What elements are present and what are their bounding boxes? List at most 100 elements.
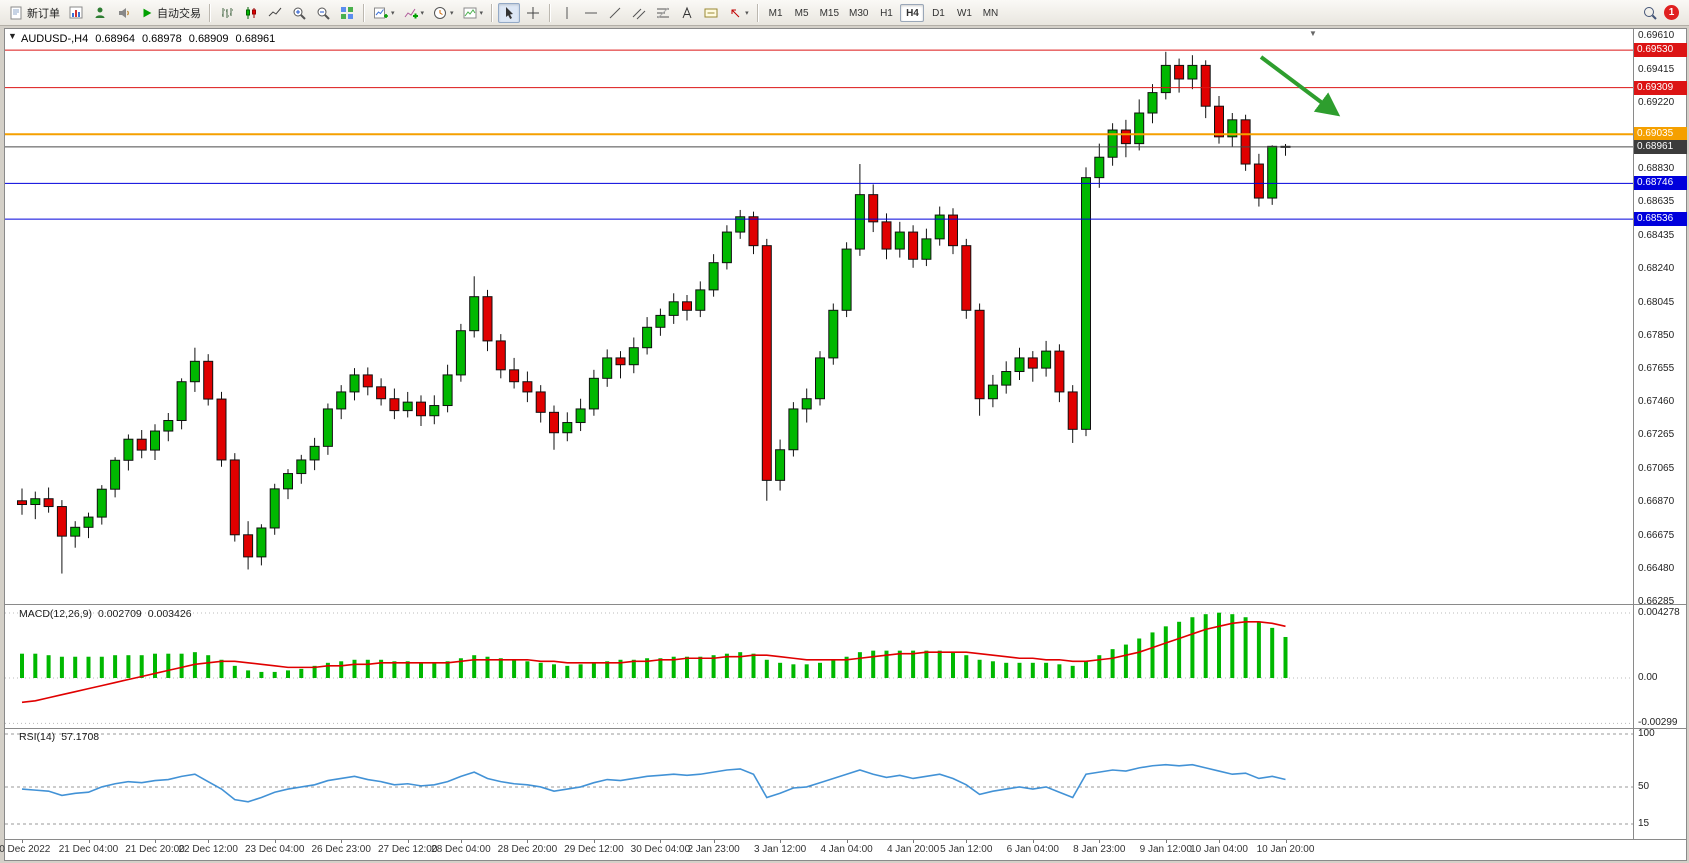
candle-up — [1094, 156, 1105, 179]
macd-histogram-bar — [791, 664, 796, 678]
line-chart-icon — [268, 7, 282, 16]
candlestick-chart-button[interactable] — [240, 3, 262, 23]
candle-up — [1187, 64, 1198, 80]
notification-badge[interactable]: 1 — [1664, 5, 1679, 20]
line-chart-button[interactable] — [264, 3, 286, 23]
rsi-pane[interactable] — [5, 729, 1633, 839]
price-axis[interactable]: 0.696100.694150.692200.690250.688300.686… — [1634, 29, 1687, 839]
candle-up — [575, 408, 586, 424]
timeframe-button-h1[interactable]: H1 — [874, 4, 898, 22]
fibonacci-tool-button[interactable] — [652, 3, 674, 23]
time-axis-tick — [341, 840, 343, 843]
pane-separator-rsi[interactable] — [5, 728, 1686, 729]
arrow-annotation[interactable] — [1259, 55, 1341, 117]
macd-histogram-bar — [924, 650, 929, 678]
new-order-button[interactable]: 新订单 — [5, 3, 63, 23]
candle-up — [163, 419, 174, 432]
bar-chart-button[interactable] — [216, 3, 238, 23]
ohlc-high: 0.68978 — [142, 33, 182, 45]
bar-chart-icon — [222, 7, 233, 18]
text-tool-button[interactable] — [676, 3, 698, 23]
one-click-trading-toggle[interactable]: ▼ — [8, 31, 17, 41]
candle-up — [987, 384, 998, 400]
profiles-icon — [95, 7, 105, 18]
crosshair-tool-button[interactable] — [522, 3, 544, 23]
horizontal-line-tool-button[interactable] — [580, 3, 602, 23]
candle-down — [416, 401, 426, 417]
timeframe-button-w1[interactable]: W1 — [952, 4, 976, 22]
macd-histogram-bar — [179, 653, 184, 678]
chart-window-button[interactable] — [65, 3, 87, 23]
candle-down — [1120, 129, 1131, 145]
candle-down — [761, 245, 772, 481]
time-axis-tick — [1285, 840, 1287, 843]
zoom-in-button[interactable] — [288, 3, 310, 23]
label-tool-button[interactable] — [700, 3, 722, 23]
macd-histogram-bar — [778, 662, 783, 678]
search-button[interactable] — [1639, 3, 1661, 23]
time-axis-label: 22 Dec 12:00 — [178, 844, 238, 855]
price-axis-label: 0.66675 — [1638, 529, 1675, 541]
zoom-out-button[interactable] — [312, 3, 334, 23]
macd-histogram-bar — [818, 662, 822, 678]
timeframe-button-m15[interactable]: M15 — [816, 4, 843, 22]
time-axis-label: 30 Dec 04:00 — [630, 844, 691, 855]
price-tag: 0.68961 — [1634, 139, 1687, 154]
vertical-line-tool-button[interactable] — [556, 3, 578, 23]
price-axis-label: 0.67850 — [1638, 329, 1675, 341]
indicators-button[interactable]: ▾ — [400, 3, 428, 23]
timeframe-button-m30[interactable]: M30 — [845, 4, 872, 22]
main-chart-pane[interactable] — [5, 29, 1633, 604]
ohlc-info: AUDUSD-,H4 0.68964 0.68978 0.68909 0.68961 — [21, 33, 282, 45]
rsi-value: 57.1708 — [61, 731, 100, 743]
rsi-line — [21, 763, 1286, 803]
tile-windows-button[interactable] — [336, 3, 358, 23]
candle-up — [1147, 92, 1158, 114]
candle-down — [549, 411, 559, 434]
new-chart-button[interactable]: ▾ — [370, 3, 398, 23]
toolbar-separator — [491, 3, 494, 22]
cursor-tool-button[interactable] — [498, 2, 521, 23]
time-axis-label: 26 Dec 23:00 — [311, 844, 371, 855]
macd-histogram-bar — [591, 662, 596, 678]
macd-axis-label: 0.00 — [1638, 672, 1658, 683]
time-axis-tick — [780, 840, 782, 843]
templates-button[interactable]: ▾ — [459, 3, 487, 23]
timeframe-button-h4[interactable]: H4 — [900, 4, 925, 23]
timeframe-button-mn[interactable]: MN — [978, 4, 1002, 22]
sounds-button[interactable] — [113, 3, 135, 23]
macd-pane[interactable] — [5, 605, 1633, 728]
macd-histogram-bar — [365, 659, 370, 678]
pane-separator-macd[interactable] — [5, 604, 1686, 605]
time-axis-tick — [1032, 840, 1034, 843]
time-axis-tick — [22, 840, 23, 843]
time-axis-label: 8 Jan 23:00 — [1073, 844, 1126, 855]
channel-tool-button[interactable] — [628, 3, 650, 23]
macd-histogram-bar — [232, 665, 237, 678]
timeframe-button-d1[interactable]: D1 — [926, 4, 950, 22]
macd-histogram-bar — [1150, 632, 1155, 678]
vertical-line-icon — [566, 6, 568, 19]
timeframe-button-m5[interactable]: M5 — [790, 4, 814, 22]
fibonacci-icon — [657, 7, 670, 18]
time-axis-label: 2 Jan 23:00 — [687, 844, 740, 855]
trendline-tool-button[interactable] — [604, 3, 626, 23]
timeframe-button-m1[interactable]: M1 — [764, 4, 788, 22]
macd-histogram-bar — [325, 662, 330, 678]
profiles-button[interactable] — [89, 3, 111, 23]
candle-up — [123, 438, 134, 461]
shift-marker[interactable]: ▼ — [1309, 29, 1317, 38]
macd-histogram-bar — [405, 661, 410, 678]
macd-label: MACD(12,26,9) 0.002709 0.003426 — [19, 608, 198, 620]
candle-down — [682, 301, 692, 311]
candle-down — [748, 216, 759, 247]
candle-down — [522, 381, 533, 393]
time-axis-tick — [593, 840, 595, 843]
macd-histogram-bar — [1256, 621, 1261, 678]
text-tool-icon — [682, 6, 692, 18]
candle-down — [509, 369, 520, 383]
arrows-tool-button[interactable]: ▾ — [724, 3, 752, 23]
periods-button[interactable]: ▾ — [429, 3, 457, 23]
autotrading-button[interactable]: 自动交易 — [137, 3, 204, 23]
